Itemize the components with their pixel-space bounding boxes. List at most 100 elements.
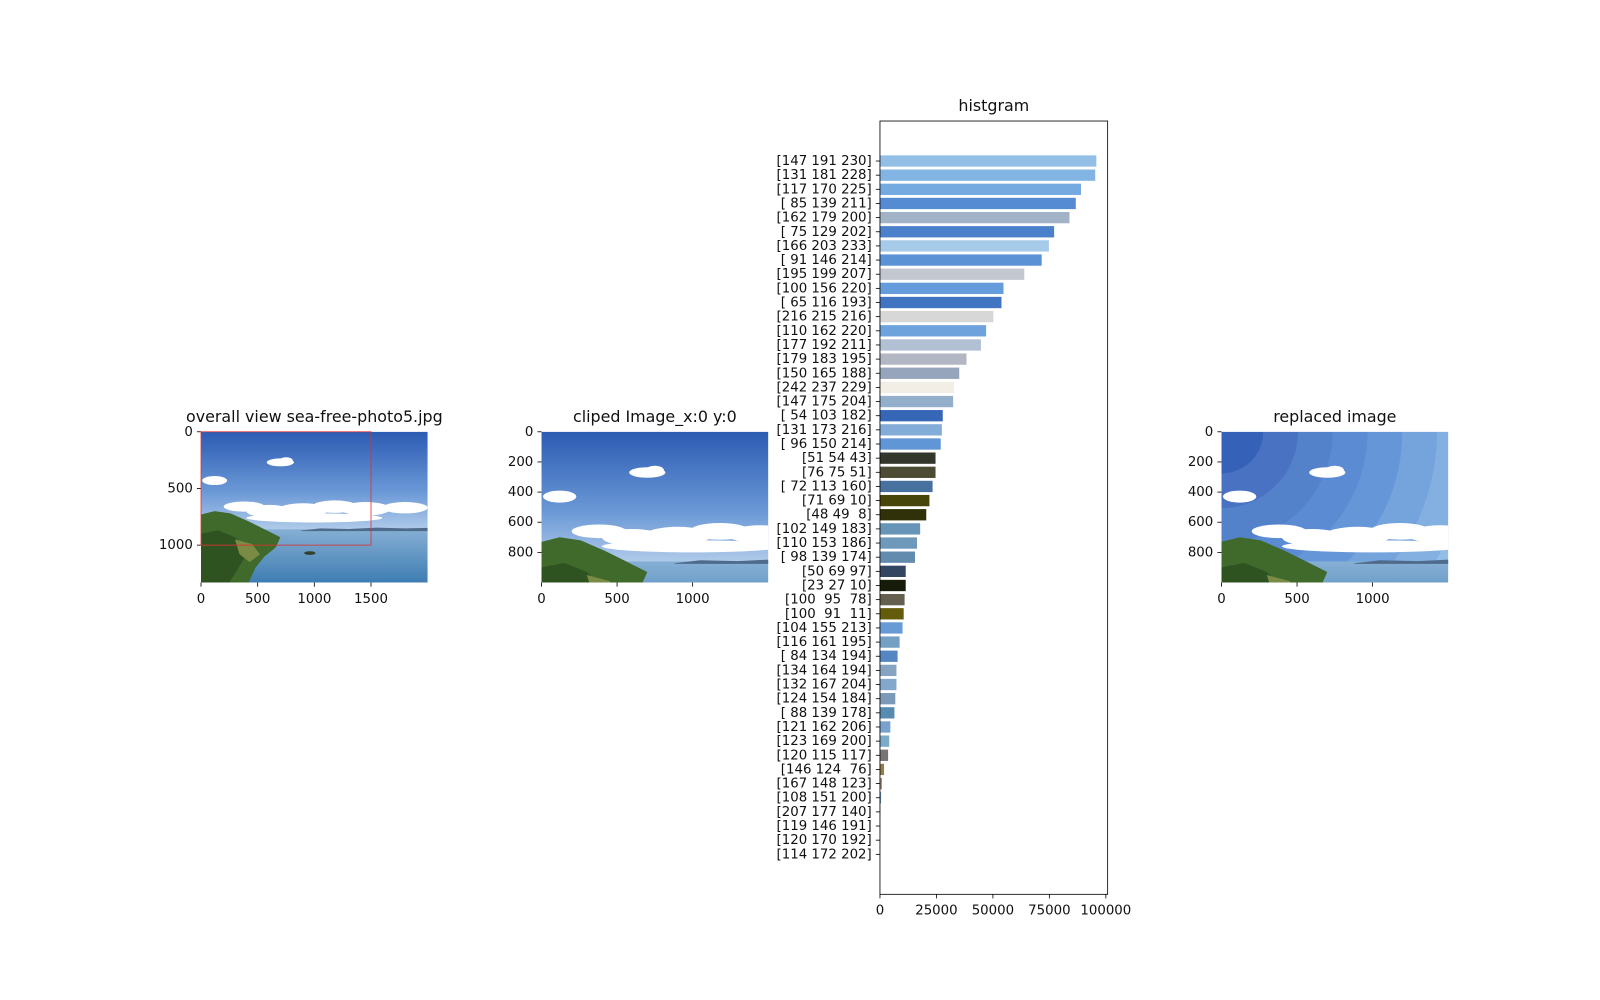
x-tick-label: 100000 [1080,904,1131,919]
y-tick-label: [23 27 10] [802,578,872,593]
y-tick-label: [ 54 103 182] [781,409,872,424]
y-tick-label: 200 [1188,455,1213,470]
bar [879,410,943,422]
y-tick-label: [177 192 211] [777,338,872,353]
y-tick-label: 1000 [159,538,193,553]
image-title: cliped Image_x:0 y:0 [573,407,737,427]
clip-box [200,431,372,546]
image-content [201,432,428,583]
y-tick-label: 500 [167,481,192,496]
bar [879,721,891,733]
bar [879,268,1025,280]
y-tick-label: [146 124 76] [781,762,872,777]
y-tick-label: 400 [508,485,533,500]
x-tick-label: 500 [245,592,270,607]
bar [879,749,889,761]
y-tick-label: [ 85 139 211] [781,196,872,211]
y-tick-label: 600 [1188,515,1213,530]
bar [879,226,1055,238]
bar [879,494,930,507]
bar [879,664,897,677]
bar [879,565,906,578]
bar [879,240,1049,252]
y-tick-label: [134 164 194] [777,663,872,678]
y-tick-label: [50 69 97] [802,564,872,579]
y-tick-label: [ 72 113 160] [781,479,872,494]
x-tick-label: 0 [876,904,884,919]
y-tick-label: [166 203 233] [777,239,872,254]
bar [879,211,1070,224]
bar [879,395,954,408]
bar [879,155,1097,167]
y-tick-label: [123 169 200] [777,734,872,749]
y-tick-label: [167 148 123] [777,777,872,792]
bar [879,381,955,394]
y-tick-label: [ 91 146 214] [781,253,872,268]
y-tick-label: 800 [508,545,533,560]
y-tick-label: [100 156 220] [777,281,872,296]
y-tick-label: [162 179 200] [777,211,872,226]
bar [879,523,921,535]
image-title: overall view sea-free-photo5.jpg [186,407,443,426]
y-tick-label: [ 96 150 214] [781,437,872,452]
y-tick-label: [110 162 220] [777,324,872,339]
bar [879,636,900,648]
y-tick-label: [116 161 195] [777,635,872,650]
x-tick-label: 25000 [915,904,957,919]
bar [879,537,918,549]
image-title: replaced image [1273,407,1396,426]
y-tick-label: [120 170 192] [777,833,872,848]
x-tick-label: 1000 [676,592,710,607]
x-tick-label: 0 [537,592,545,607]
bar [879,593,905,606]
y-tick-label: [147 175 204] [777,395,872,410]
x-tick-label: 1000 [1356,592,1390,607]
y-tick-label: [71 69 10] [802,494,872,509]
y-tick-label: 0 [1205,425,1213,440]
x-tick-label: 75000 [1028,904,1070,919]
y-tick-label: [51 54 43] [802,451,872,466]
bar [879,792,882,804]
bar [879,310,994,323]
y-tick-label: 800 [1188,545,1213,560]
x-tick-label: 500 [1284,592,1309,607]
image [201,432,428,583]
bar [879,183,1081,195]
y-tick-label: [124 154 184] [777,692,872,707]
y-tick-label: [104 155 213] [777,621,872,636]
y-tick-label: [131 173 216] [777,423,872,438]
bar [879,452,936,464]
bar [879,678,897,691]
y-tick-label: [132 167 204] [777,678,872,693]
y-tick-label: [216 215 216] [777,310,872,325]
y-tick-label: [179 183 195] [777,352,872,367]
y-tick-label: [100 95 78] [785,593,872,608]
y-tick-label: [114 172 202] [777,847,872,862]
bar [879,707,895,719]
y-tick-label: [195 199 207] [777,267,872,282]
x-tick-label: 1500 [354,592,388,607]
bar [879,296,1002,309]
y-tick-label: [242 237 229] [777,380,872,395]
y-tick-label: [117 170 225] [777,182,872,197]
y-tick-label: [ 88 139 178] [781,706,872,721]
bar [879,650,898,662]
bar [879,735,890,747]
y-tick-label: [207 177 140] [777,805,872,820]
bar [879,693,896,705]
bar [879,763,885,776]
bar [879,438,941,450]
y-tick-label: [121 162 206] [777,720,872,735]
y-tick-label: 0 [184,425,192,440]
y-tick-label: [ 65 116 193] [781,296,872,311]
x-tick-label: 0 [1217,592,1225,607]
y-tick-label: [131 181 228] [777,168,872,183]
bar [879,480,933,493]
y-tick-label: [ 98 139 174] [781,550,872,565]
y-tick-label: 200 [508,455,533,470]
y-tick-label: [150 165 188] [777,366,872,381]
chart-title: histgram [958,96,1029,115]
y-tick-label: [76 75 51] [802,465,872,480]
bar [879,466,936,478]
